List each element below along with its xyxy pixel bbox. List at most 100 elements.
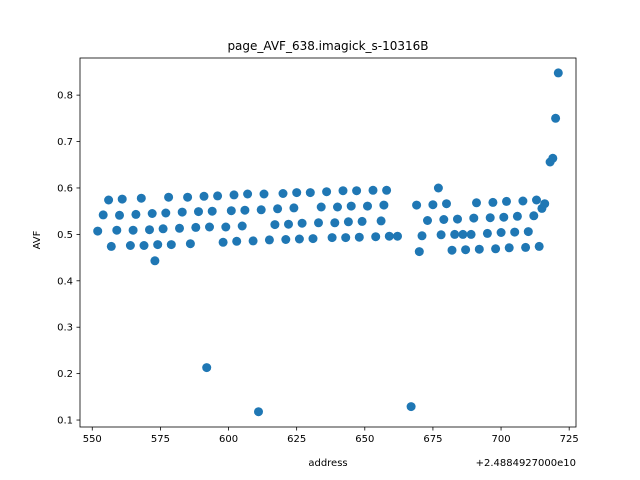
- data-point: [417, 231, 427, 241]
- data-point: [199, 191, 209, 201]
- data-point: [428, 200, 438, 210]
- data-point: [98, 210, 108, 220]
- data-point: [308, 234, 318, 244]
- data-point: [256, 205, 266, 215]
- y-axis-label: AVF: [32, 230, 43, 249]
- data-point: [450, 229, 460, 239]
- data-point: [354, 232, 364, 242]
- data-point: [270, 220, 280, 230]
- data-point: [213, 191, 223, 201]
- data-point: [472, 198, 481, 208]
- data-point: [158, 224, 168, 234]
- x-tick-label: 650: [355, 434, 374, 445]
- data-point: [278, 189, 288, 198]
- data-point: [145, 225, 154, 235]
- data-point: [414, 247, 424, 257]
- data-point: [294, 234, 304, 244]
- data-point: [153, 240, 163, 250]
- data-point: [521, 242, 531, 252]
- data-point: [289, 203, 299, 213]
- y-axis: 0.1 0.2 0.3 0.4 0.5 0.6 0.7 0.8: [57, 91, 80, 427]
- data-point: [382, 185, 392, 195]
- y-tick-label: 0.1: [57, 416, 73, 427]
- data-point: [504, 243, 514, 253]
- data-point: [453, 214, 462, 224]
- x-axis: 550 575 600 625 650 675 700 725: [83, 427, 579, 445]
- x-tick-label: 675: [423, 434, 442, 445]
- data-point: [333, 202, 342, 212]
- data-point: [284, 219, 293, 229]
- data-point: [218, 237, 228, 247]
- data-point: [264, 235, 274, 245]
- data-point: [166, 240, 176, 250]
- data-point: [412, 200, 422, 210]
- data-point: [376, 216, 386, 226]
- data-point: [469, 213, 479, 223]
- data-point: [202, 363, 212, 373]
- y-tick-label: 0.6: [57, 183, 73, 194]
- data-point: [482, 228, 492, 238]
- data-point: [433, 183, 443, 193]
- data-point: [147, 209, 157, 218]
- data-point: [491, 244, 501, 254]
- data-point: [510, 227, 520, 237]
- data-point: [112, 225, 122, 235]
- data-point: [106, 241, 116, 251]
- data-point: [423, 216, 432, 225]
- data-point: [371, 232, 381, 242]
- data-point: [185, 239, 195, 249]
- data-point: [357, 216, 367, 226]
- y-tick-label: 0.2: [57, 369, 73, 380]
- data-point: [175, 223, 184, 233]
- data-point: [128, 225, 138, 235]
- y-tick-label: 0.3: [57, 323, 73, 334]
- data-point: [338, 186, 348, 196]
- data-point: [534, 241, 544, 251]
- data-point: [379, 200, 389, 210]
- data-point: [436, 230, 446, 240]
- chart-title: page_AVF_638.imagick_s-10316B: [227, 39, 428, 53]
- data-point: [551, 113, 561, 123]
- data-point: [191, 222, 201, 232]
- data-point: [393, 231, 402, 241]
- x-axis-offset-text: +2.4884927000e10: [476, 458, 576, 469]
- data-point: [305, 188, 315, 198]
- data-point: [281, 235, 291, 244]
- y-tick-label: 0.5: [57, 230, 73, 241]
- data-point: [368, 185, 378, 195]
- data-point: [540, 199, 550, 209]
- data-point: [177, 207, 187, 217]
- data-point: [240, 205, 250, 215]
- data-point: [442, 199, 451, 209]
- data-point: [183, 192, 193, 202]
- data-point: [205, 222, 214, 232]
- x-tick-label: 600: [219, 434, 238, 445]
- data-point: [243, 189, 253, 199]
- x-tick-label: 550: [83, 434, 102, 445]
- data-point: [532, 195, 541, 205]
- data-point: [259, 189, 269, 199]
- x-tick-label: 725: [560, 434, 579, 445]
- data-point: [161, 208, 171, 218]
- plot-frame: [79, 57, 577, 428]
- data-point: [207, 206, 217, 216]
- data-point: [406, 402, 416, 412]
- data-point: [518, 196, 528, 206]
- data-point: [553, 68, 563, 78]
- data-point: [139, 241, 149, 250]
- data-point: [330, 218, 340, 228]
- data-point: [447, 245, 457, 255]
- data-point: [341, 233, 351, 243]
- data-point: [117, 194, 127, 204]
- data-point: [314, 218, 323, 228]
- data-point: [548, 153, 558, 163]
- x-tick-label: 700: [492, 434, 511, 445]
- data-point: [248, 236, 258, 246]
- data-point: [221, 222, 231, 232]
- data-point: [363, 201, 372, 211]
- data-point: [496, 228, 506, 237]
- y-tick-label: 0.8: [57, 91, 73, 102]
- data-point: [523, 227, 533, 237]
- y-tick-label: 0.7: [57, 137, 73, 148]
- data-point: [237, 221, 247, 231]
